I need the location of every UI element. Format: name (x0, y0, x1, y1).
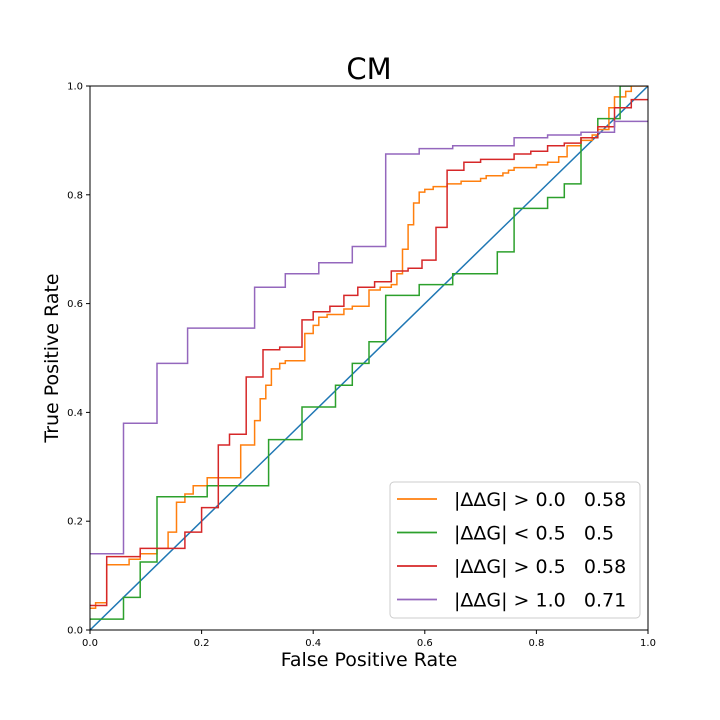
plot-area (90, 86, 648, 630)
y-tick-label: 0.6 (67, 299, 83, 310)
x-tick-label: 0.4 (305, 638, 321, 649)
x-tick-label: 0.0 (82, 638, 98, 649)
chart-title: CM (346, 52, 391, 86)
plot-frame (89, 85, 649, 631)
y-axis-title: True Positive Rate (41, 273, 63, 443)
legend-label-4: |ΔΔG| > 1.0 0.71 (454, 590, 626, 612)
legend: |ΔΔG| > 0.0 0.58 |ΔΔG| < 0.5 0.5 |ΔΔG| > 0… (389, 481, 641, 619)
legend-box (389, 481, 641, 619)
x-tick-label: 1.0 (640, 638, 656, 649)
roc-series-line-3 (90, 98, 648, 607)
legend-label-2: |ΔΔG| < 0.5 0.5 (454, 523, 614, 545)
legend-label-1: |ΔΔG| > 0.0 0.58 (454, 489, 626, 511)
x-axis-title: False Positive Rate (281, 649, 458, 671)
x-tick-label: 0.8 (528, 638, 544, 649)
y-tick-label: 0.0 (67, 626, 83, 637)
roc-series-line-2 (90, 86, 632, 620)
roc-series-line-1 (90, 86, 648, 609)
axis-ticks: 0.0 0.2 0.4 0.6 0.8 1.0 0.0 0.2 0.4 0.6 0.8 1.0 (67, 82, 656, 650)
y-tick-label: 0.2 (67, 517, 83, 528)
x-tick-label: 0.2 (194, 638, 210, 649)
y-tick-label: 0.8 (67, 190, 83, 201)
y-tick-label: 0.4 (67, 408, 83, 419)
roc-series-line-4 (90, 120, 648, 555)
x-tick-label: 0.6 (417, 638, 433, 649)
y-tick-label: 1.0 (67, 82, 83, 93)
legend-label-3: |ΔΔG| > 0.5 0.58 (454, 556, 626, 578)
